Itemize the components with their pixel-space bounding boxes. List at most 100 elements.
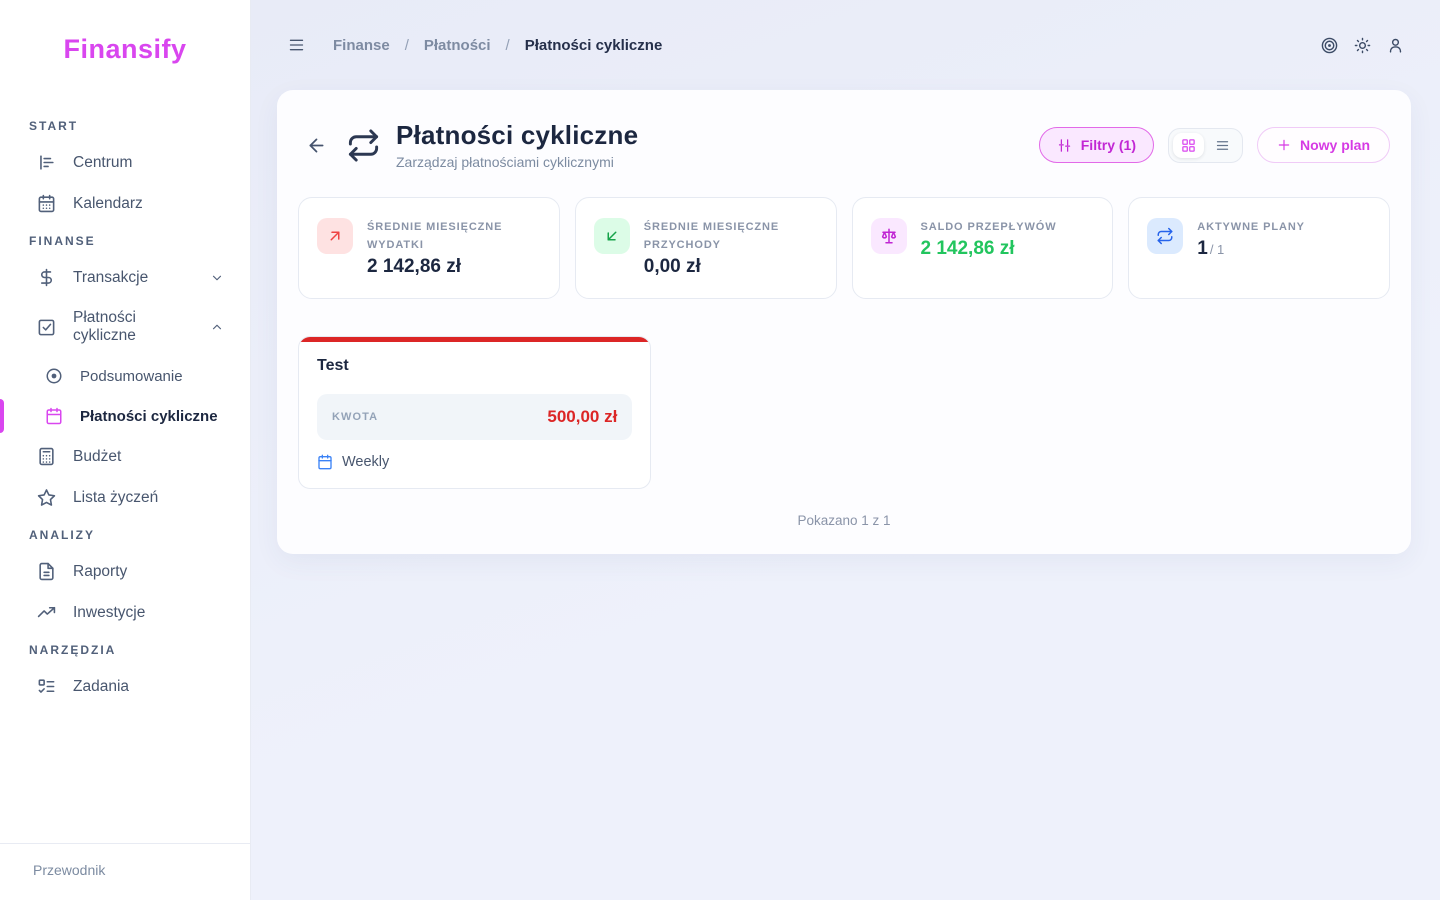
sidebar-item-label: Zadania <box>73 677 130 695</box>
sidebar-item-label: Budżet <box>73 447 122 465</box>
arrow-down-left-icon <box>593 218 630 254</box>
calendar-icon <box>318 454 332 470</box>
grid-view-icon <box>1182 138 1195 152</box>
filters-button-label: Filtry (1) <box>1080 137 1136 153</box>
results-summary: Pokazano 1 z 1 <box>797 513 891 529</box>
calendar-icon <box>38 194 55 213</box>
target-icon[interactable] <box>1321 37 1338 54</box>
breadcrumb-platnosci[interactable]: Płatności <box>423 36 491 54</box>
new-plan-button-label: Nowy plan <box>1299 137 1370 153</box>
stat-card-avg-income: ŚREDNIE MIESIĘCZNE PRZYCHODY 0,00 zł <box>574 197 837 300</box>
sidebar-item-inwestycje[interactable]: Inwestycje <box>0 592 250 633</box>
chevron-down-icon <box>212 275 222 280</box>
filters-button[interactable]: Filtry (1) <box>1038 127 1154 163</box>
view-toggle <box>1167 127 1243 163</box>
scale-icon <box>870 218 907 254</box>
check-square-icon <box>38 319 55 335</box>
guide-link[interactable]: Przewodnik <box>33 862 106 878</box>
breadcrumb: Finanse / Płatności / Płatności cykliczn… <box>333 37 662 54</box>
section-title-analizy: ANALIZY <box>29 528 95 542</box>
sidebar-item-label: Lista życzeń <box>73 488 159 506</box>
list-view-button[interactable] <box>1207 133 1238 158</box>
page-title: Płatności cykliczne <box>396 120 639 150</box>
sidebar-nav: START Centrum Kalendarz FINANSE Transakc… <box>0 109 250 843</box>
sliders-filter-icon <box>1058 138 1070 152</box>
grid-view-button[interactable] <box>1172 132 1204 158</box>
sidebar: Finansify START Centrum Kalendarz FINANS… <box>0 0 251 900</box>
back-arrow-icon[interactable] <box>306 135 327 156</box>
sidebar-item-label: Raporty <box>73 562 128 580</box>
stat-label: ŚREDNIE MIESIĘCZNE PRZYCHODY <box>643 221 780 252</box>
sidebar-item-label: Transakcje <box>73 268 149 286</box>
plan-name: Test <box>317 357 349 375</box>
stat-card-avg-expenses: ŚREDNIE MIESIĘCZNE WYDATKI 2 142,86 zł <box>298 197 560 300</box>
file-text-icon <box>39 562 54 581</box>
breadcrumb-separator: / <box>505 36 510 54</box>
tasks-icon <box>38 679 55 693</box>
sidebar-item-label: Inwestycje <box>73 603 146 621</box>
repeat-icon <box>1147 218 1184 254</box>
breadcrumb-finanse[interactable]: Finanse <box>333 36 390 54</box>
arrow-up-right-icon <box>317 218 353 254</box>
sidebar-item-platnosci-cykliczne-group[interactable]: Płatności cykliczne <box>0 298 250 356</box>
plus-icon <box>1278 139 1290 151</box>
sidebar-subitem-podsumowanie[interactable]: Podsumowanie <box>0 356 250 396</box>
breadcrumb-separator: / <box>404 36 409 54</box>
sidebar-item-label: Płatności cykliczne <box>73 309 136 344</box>
calendar-icon <box>46 407 62 425</box>
section-title-start: START <box>29 119 79 133</box>
sidebar-item-label: Kalendarz <box>73 194 143 212</box>
sidebar-item-kalendarz[interactable]: Kalendarz <box>0 183 250 224</box>
list-view-icon <box>1216 140 1229 150</box>
section-title-finanse: FINANSE <box>29 234 96 248</box>
topbar-actions <box>1321 37 1404 54</box>
sidebar-item-raporty[interactable]: Raporty <box>0 551 250 592</box>
chart-icon <box>40 155 54 170</box>
header-actions: Filtry (1) Nowy plan <box>1038 127 1390 163</box>
plan-amount-label: KWOTA <box>332 411 379 424</box>
topbar: Finanse / Płatności / Płatności cykliczn… <box>251 0 1440 90</box>
sidebar-item-lista-zyczen[interactable]: Lista życzeń <box>0 477 250 518</box>
sidebar-item-transakcje[interactable]: Transakcje <box>0 257 250 298</box>
repeat-icon <box>348 128 379 162</box>
plan-frequency: Weekly <box>342 454 390 471</box>
stat-card-flow-balance: SALDO PRZEPŁYWÓW 2 142,86 zł <box>851 197 1114 300</box>
sidebar-subitem-platnosci-cykliczne[interactable]: Płatności cykliczne <box>0 396 250 436</box>
plan-amount-value: 500,00 zł <box>547 407 618 427</box>
eye-icon <box>46 368 62 384</box>
stat-value: 2 142,86 zł <box>367 256 462 278</box>
stat-label: SALDO PRZEPŁYWÓW <box>920 221 1057 233</box>
chevron-up-icon <box>212 324 222 330</box>
stats-grid: ŚREDNIE MIESIĘCZNE WYDATKI 2 142,86 zł Ś… <box>298 197 1390 300</box>
plan-amount-row: KWOTA 500,00 zł <box>317 394 633 441</box>
sidebar-footer: Przewodnik <box>0 843 250 900</box>
sidebar-item-label: Podsumowanie <box>80 367 183 385</box>
hamburger-menu-icon[interactable] <box>286 37 307 53</box>
sidebar-item-label: Płatności cykliczne <box>80 407 218 425</box>
stat-card-active-plans: AKTYWNE PLANY 1/ 1 <box>1128 197 1390 300</box>
section-title-narzedzia: NARZĘDZIA <box>29 643 117 657</box>
plan-frequency-row: Weekly <box>317 454 632 470</box>
page-title-block: Płatności cykliczne Zarządzaj płatnościa… <box>396 120 638 170</box>
sidebar-item-budzet[interactable]: Budżet <box>0 436 250 477</box>
sidebar-item-label: Centrum <box>73 153 133 171</box>
active-indicator <box>0 399 4 433</box>
plan-card-test[interactable]: Test KWOTA 500,00 zł Weekly <box>298 336 652 490</box>
sidebar-item-centrum[interactable]: Centrum <box>0 142 250 183</box>
stat-value-suffix: / 1 <box>1209 242 1225 258</box>
stat-label: AKTYWNE PLANY <box>1197 221 1305 233</box>
main-area: Finanse / Płatności / Płatności cykliczn… <box>251 0 1440 900</box>
page-subtitle: Zarządzaj płatnościami cyklicznymi <box>396 154 614 170</box>
plans-grid: Test KWOTA 500,00 zł Weekly <box>298 336 1390 490</box>
stat-value: 1/ 1 <box>1197 238 1305 260</box>
dollar-icon <box>40 268 52 287</box>
stat-value: 2 142,86 zł <box>920 238 1015 260</box>
app-logo: Finansify <box>63 34 187 64</box>
new-plan-button[interactable]: Nowy plan <box>1256 127 1390 163</box>
sidebar-item-zadania[interactable]: Zadania <box>0 666 250 707</box>
user-profile-icon[interactable] <box>1387 37 1404 54</box>
star-icon <box>37 489 56 506</box>
page-header: Płatności cykliczne Zarządzaj płatnościa… <box>298 120 1390 170</box>
stat-value-number: 1 <box>1197 238 1208 260</box>
sun-theme-icon[interactable] <box>1354 37 1371 54</box>
